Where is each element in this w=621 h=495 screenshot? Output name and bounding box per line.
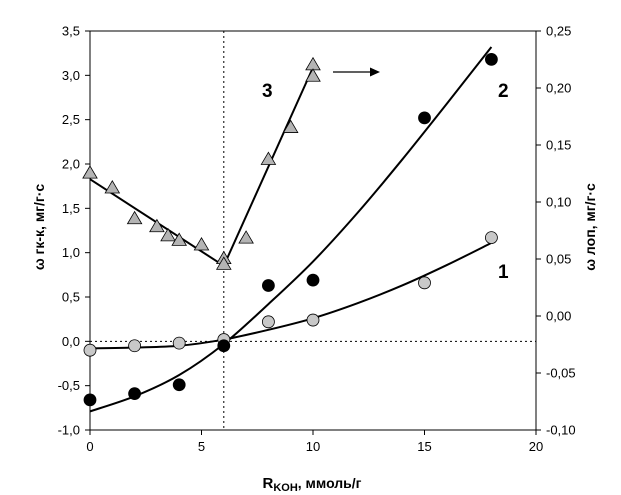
data-point-series-3 [305,56,321,71]
x-tick-label: 0 [86,439,93,454]
fit-curve-series-1 [89,242,492,350]
data-point-series-3 [82,165,98,179]
y-right-tick-label: -0,10 [546,423,576,438]
data-point-series-3 [149,218,165,233]
y-left-tick-label: 3,0 [62,68,80,83]
data-point-series-3 [305,68,321,82]
y-left-tick-label: 0,0 [62,334,80,349]
x-tick-label: 5 [198,439,205,454]
y-left-tick-label: -0,5 [58,378,80,393]
fit-curves [89,46,493,413]
data-point-series-1 [128,339,142,353]
y-left-tick-label: 1,5 [62,201,80,216]
series-label-1: 1 [498,262,509,283]
data-point-series-1 [306,313,320,327]
chart-labels: 1 2 3 ω гк-к, мг/г·с ω лоп, мг/г·с RKOH,… [31,67,598,494]
data-point-series-2 [484,52,498,66]
fit-line-series-3 [222,67,314,267]
series-label-3: 3 [262,81,273,102]
y-right-tick-label: 0,25 [546,24,571,39]
y-right-tick-label: -0,05 [546,366,576,381]
data-point-series-3 [215,256,232,270]
data-points [82,52,498,407]
data-point-series-3 [238,230,254,244]
data-point-series-2 [172,378,186,392]
right-axis-arrow [333,67,380,77]
x-axis-title-rest: , ммоль/г [298,475,362,491]
y-right-tick-label: 0,10 [546,195,571,210]
y-right-tick-label: 0,00 [546,309,571,324]
data-point-series-3 [193,237,210,251]
reference-lines [90,31,536,430]
data-point-series-1 [83,343,97,357]
fit-curve-series-2 [89,46,493,413]
data-point-series-2 [261,279,275,292]
y-right-tick-label: 0,05 [546,252,571,267]
data-point-series-3 [126,210,143,225]
data-point-series-3 [104,180,121,194]
y-left-tick-label: 1,0 [62,245,80,260]
data-point-series-1 [418,276,431,290]
x-axis-title-sub: KOH [273,482,298,494]
y-left-axis-title: ω гк-к, мг/г·с [31,184,47,271]
data-point-series-3 [260,151,277,165]
data-point-series-2 [306,273,320,287]
data-point-series-3 [160,227,176,242]
data-point-series-3 [282,119,299,133]
data-point-series-1 [261,315,275,329]
y-right-tick-label: 0,15 [546,138,571,153]
data-point-series-1 [484,231,498,244]
series-label-2: 2 [498,81,509,102]
y-left-tick-label: 0,5 [62,290,80,305]
y-right-axis-title: ω лоп, мг/г·с [582,183,598,271]
y-left-tick-label: 3,5 [62,24,80,39]
data-point-series-1 [172,336,186,350]
x-tick-label: 20 [529,439,543,454]
data-point-series-2 [418,111,431,125]
x-axis-title-main: R [262,475,273,492]
data-point-series-3 [171,232,188,246]
x-tick-label: 15 [417,439,431,454]
data-point-series-2 [128,387,142,401]
y-left-tick-label: -1,0 [58,423,80,438]
x-axis-title: RKOH, ммоль/г [262,475,361,494]
data-point-series-2 [217,339,231,353]
y-right-tick-label: 0,20 [546,81,571,96]
y-left-tick-label: 2,5 [62,112,80,127]
axes: 0 5 10 15 20 -1,0 -0,5 0,0 0,5 1,0 1,5 2,0 2,5 3,0 3,5… [58,24,576,455]
x-tick-label: 10 [306,439,320,454]
data-point-series-2 [83,393,97,407]
y-left-tick-label: 2,0 [62,157,80,172]
